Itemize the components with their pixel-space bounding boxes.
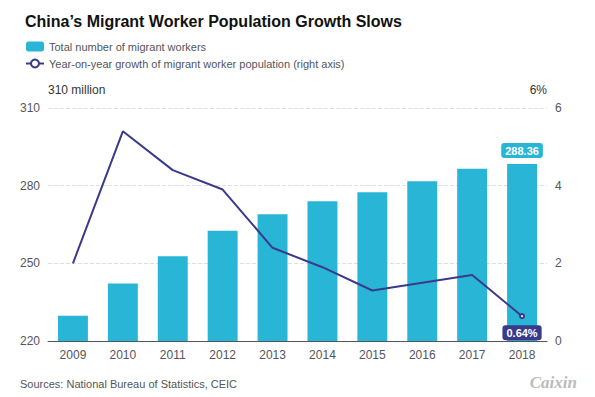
- svg-text:220: 220: [20, 334, 40, 348]
- svg-text:2012: 2012: [209, 348, 236, 362]
- svg-text:2014: 2014: [309, 348, 336, 362]
- svg-text:310 million: 310 million: [48, 83, 105, 97]
- svg-text:6%: 6%: [530, 83, 548, 97]
- svg-text:Year-on-year growth of migrant: Year-on-year growth of migrant worker po…: [49, 58, 345, 70]
- svg-text:280: 280: [20, 179, 40, 193]
- svg-text:2018: 2018: [509, 348, 536, 362]
- svg-text:2016: 2016: [409, 348, 436, 362]
- svg-text:2015: 2015: [359, 348, 386, 362]
- svg-text:Total number of migrant worker: Total number of migrant workers: [49, 41, 207, 53]
- svg-text:250: 250: [20, 256, 40, 270]
- svg-text:Sources: National Bureau of St: Sources: National Bureau of Statistics, …: [20, 378, 237, 390]
- svg-text:0: 0: [555, 334, 562, 348]
- svg-text:Caixin: Caixin: [530, 373, 577, 392]
- svg-text:2: 2: [555, 256, 562, 270]
- svg-text:4: 4: [555, 179, 562, 193]
- svg-text:2009: 2009: [60, 348, 87, 362]
- svg-text:2017: 2017: [459, 348, 486, 362]
- svg-text:310: 310: [20, 101, 40, 115]
- svg-text:2011: 2011: [160, 348, 186, 362]
- svg-text:China’s Migrant Worker Populat: China’s Migrant Worker Population Growth…: [25, 13, 402, 30]
- svg-text:2010: 2010: [109, 348, 136, 362]
- svg-text:0.64%: 0.64%: [506, 327, 537, 339]
- svg-text:2013: 2013: [259, 348, 286, 362]
- svg-text:6: 6: [555, 101, 562, 115]
- svg-text:288.36: 288.36: [505, 145, 539, 157]
